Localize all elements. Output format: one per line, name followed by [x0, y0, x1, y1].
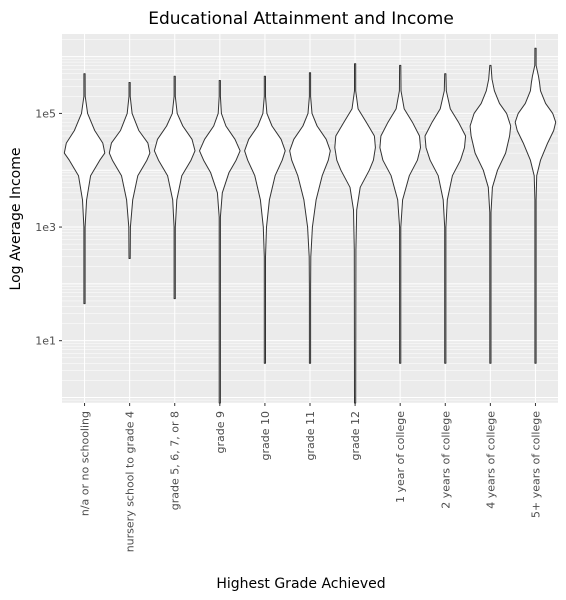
x-tick-label: grade 9 — [214, 411, 227, 454]
x-tick-label: 4 years of college — [484, 411, 497, 509]
y-axis-title: Log Average Income — [8, 148, 24, 291]
x-axis-ticks: n/a or no schooling nursery school to gra… — [79, 403, 542, 552]
violin-1 — [63, 73, 106, 305]
x-tick-label: 1 year of college — [394, 411, 407, 503]
violin-10 — [469, 64, 512, 364]
x-tick-label: grade 10 — [259, 411, 272, 461]
x-tick-label: nursery school to grade 4 — [124, 411, 137, 552]
violin-5 — [244, 75, 286, 364]
x-tick-label: grade 11 — [304, 411, 317, 461]
y-tick-label: 1e1 — [35, 335, 56, 348]
violin-4 — [199, 80, 241, 404]
x-tick-label: grade 12 — [349, 411, 362, 461]
violin-7 — [334, 63, 376, 404]
y-tick-label: 1e5 — [35, 107, 56, 120]
y-tick-label: 1e3 — [35, 221, 56, 234]
violin-2 — [108, 82, 151, 259]
chart-title: Educational Attainment and Income — [148, 9, 454, 29]
x-tick-label: grade 5, 6, 7, or 8 — [169, 411, 182, 510]
violin-3 — [153, 75, 196, 300]
y-axis-ticks: 1e1 1e3 1e5 — [35, 107, 62, 348]
x-axis-title: Highest Grade Achieved — [216, 576, 385, 592]
violin-9 — [424, 73, 467, 364]
violins — [63, 47, 557, 404]
violin-11 — [514, 47, 557, 364]
x-tick-label: 5+ years of college — [529, 411, 542, 518]
violin-8 — [379, 64, 421, 364]
violin-6 — [289, 72, 331, 364]
x-tick-label: 2 years of college — [439, 411, 452, 509]
x-tick-label: n/a or no schooling — [79, 411, 92, 516]
